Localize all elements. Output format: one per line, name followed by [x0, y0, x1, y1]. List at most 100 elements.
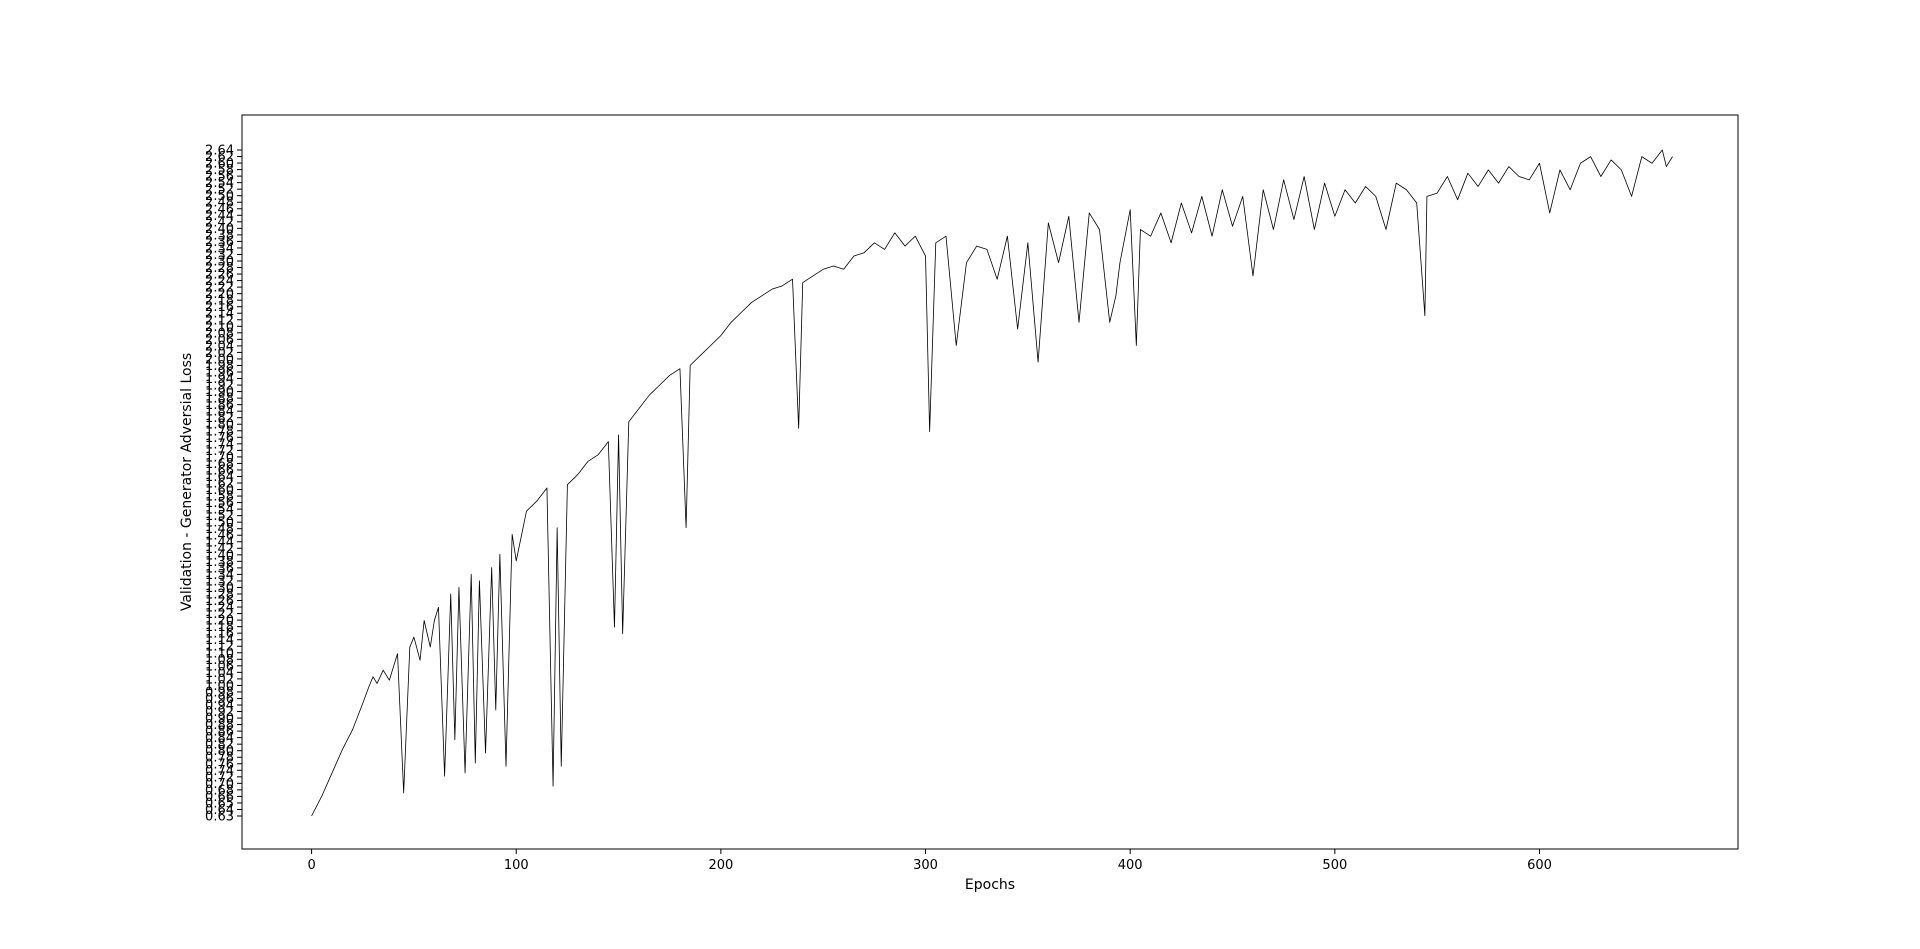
- y-tick-label: 1.64: [205, 470, 234, 485]
- y-tick-label: 1.44: [205, 535, 234, 550]
- y-tick-label: 2.34: [205, 241, 234, 256]
- x-tick-label: 300: [913, 858, 938, 873]
- y-tick-label: 0.88: [205, 718, 234, 733]
- x-axis-ticks: 0 100 200 300 400 500 600: [307, 849, 1552, 873]
- y-tick-label: 1.10: [205, 646, 234, 661]
- y-tick-label: 2.56: [205, 170, 234, 185]
- y-tick-label: 1.02: [205, 672, 234, 687]
- y-tick-label: 2.26: [205, 268, 234, 283]
- y-tick-label: 2.46: [205, 202, 234, 217]
- x-tick-label: 600: [1527, 858, 1552, 873]
- y-tick-label: 1.42: [205, 542, 234, 557]
- y-tick-label: 0.94: [205, 699, 234, 714]
- x-tick-label: 200: [708, 858, 733, 873]
- y-tick-label: 2.40: [205, 222, 234, 237]
- y-tick-label: 1.52: [205, 509, 234, 524]
- y-tick-label: 0.66: [205, 790, 234, 805]
- y-tick-label: 1.16: [205, 627, 234, 642]
- x-tick-label: 400: [1118, 858, 1143, 873]
- y-tick-label: 2.24: [205, 274, 234, 289]
- y-tick-label: 0.74: [205, 764, 234, 779]
- y-tick-label: 0.90: [205, 712, 234, 727]
- y-tick-label: 2.04: [205, 339, 234, 354]
- series-layer: [311, 149, 1673, 817]
- y-axis-ticks: 0.630.640.650.660.680.700.720.740.760.78…: [205, 144, 242, 825]
- y-tick-label: 2.02: [205, 346, 234, 361]
- y-tick-label: 1.20: [205, 614, 234, 629]
- y-tick-label: 0.80: [205, 744, 234, 759]
- y-tick-label: 1.82: [205, 411, 234, 426]
- y-tick-label: 1.94: [205, 372, 234, 387]
- y-tick-label: 0.82: [205, 738, 234, 753]
- y-tick-label: 2.32: [205, 248, 234, 263]
- y-tick-label: 2.62: [205, 150, 234, 165]
- y-tick-label: 2.58: [205, 163, 234, 178]
- y-axis-label: Validation - Generator Adversial Loss: [179, 353, 195, 611]
- y-tick-label: 1.58: [205, 490, 234, 505]
- y-tick-label: 1.40: [205, 548, 234, 563]
- y-tick-label: 2.16: [205, 300, 234, 315]
- y-tick-label: 1.98: [205, 359, 234, 374]
- y-tick-label: 2.06: [205, 333, 234, 348]
- y-tick-label: 1.96: [205, 366, 234, 381]
- x-tick-label: 0: [307, 858, 315, 873]
- y-tick-label: 1.68: [205, 457, 234, 472]
- y-tick-label: 1.54: [205, 503, 234, 518]
- y-tick-label: 2.38: [205, 228, 234, 243]
- y-tick-label: 1.32: [205, 574, 234, 589]
- y-tick-label: 2.64: [205, 144, 234, 159]
- y-tick-label: 0.70: [205, 777, 234, 792]
- x-tick-label: 100: [504, 858, 529, 873]
- y-tick-label: 0.92: [205, 705, 234, 720]
- y-tick-label: 1.30: [205, 581, 234, 596]
- y-tick-label: 1.72: [205, 444, 234, 459]
- y-tick-label: 1.46: [205, 529, 234, 544]
- y-tick-label: 0.96: [205, 692, 234, 707]
- y-tick-label: 0.72: [205, 770, 234, 785]
- y-tick-label: 1.22: [205, 607, 234, 622]
- y-tick-label: 2.36: [205, 235, 234, 250]
- y-tick-label: 1.66: [205, 463, 234, 478]
- y-tick-label: 1.76: [205, 431, 234, 446]
- y-tick-label: 2.10: [205, 320, 234, 335]
- y-tick-label: 1.06: [205, 659, 234, 674]
- y-tick-label: 1.50: [205, 516, 234, 531]
- y-tick-label: 1.38: [205, 555, 234, 570]
- y-tick-label: 2.28: [205, 261, 234, 276]
- y-tick-label: 2.50: [205, 189, 234, 204]
- y-tick-label: 0.86: [205, 725, 234, 740]
- y-tick-label: 1.36: [205, 561, 234, 576]
- y-tick-label: 1.04: [205, 666, 234, 681]
- y-tick-label: 2.00: [205, 352, 234, 367]
- x-axis-label: Epochs: [965, 877, 1015, 893]
- plot-area-frame: [241, 114, 1739, 850]
- y-tick-label: 0.63: [205, 810, 234, 825]
- y-tick-label: 1.74: [205, 437, 234, 452]
- y-tick-label: 2.60: [205, 157, 234, 172]
- y-tick-label: 1.70: [205, 450, 234, 465]
- y-tick-label: 2.44: [205, 209, 234, 224]
- y-tick-label: 1.48: [205, 522, 234, 537]
- y-tick-label: 1.12: [205, 640, 234, 655]
- y-tick-label: 2.30: [205, 255, 234, 270]
- x-tick-label: 500: [1322, 858, 1347, 873]
- y-tick-label: 1.80: [205, 418, 234, 433]
- y-tick-label: 2.22: [205, 281, 234, 296]
- y-tick-label: 2.42: [205, 215, 234, 230]
- y-tick-label: 1.86: [205, 398, 234, 413]
- y-tick-label: 2.18: [205, 294, 234, 309]
- y-tick-label: 1.84: [205, 405, 234, 420]
- series-line: [311, 149, 1673, 817]
- y-tick-label: 0.65: [205, 796, 234, 811]
- y-tick-label: 1.14: [205, 633, 234, 648]
- y-tick-label: 1.08: [205, 653, 234, 668]
- y-tick-label: 2.08: [205, 326, 234, 341]
- y-tick-label: 1.18: [205, 620, 234, 635]
- y-tick-label: 0.64: [205, 803, 234, 818]
- y-tick-label: 1.26: [205, 594, 234, 609]
- y-tick-label: 0.98: [205, 685, 234, 700]
- y-tick-label: 1.90: [205, 385, 234, 400]
- y-tick-label: 0.68: [205, 783, 234, 798]
